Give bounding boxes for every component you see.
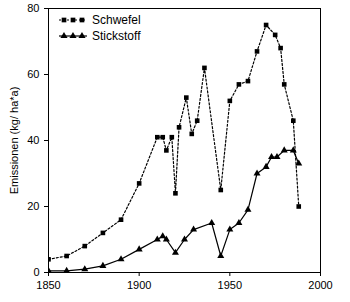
svg-text:40: 40: [27, 134, 39, 146]
html-text:Stickstoff: Stickstoff: [92, 29, 141, 43]
svg-text:80: 80: [27, 2, 39, 14]
svg-text:2000: 2000: [308, 279, 332, 291]
svg-text:Emissionen (kg/ ha*a): Emissionen (kg/ ha*a): [8, 87, 20, 195]
svg-text:0: 0: [33, 266, 39, 278]
svg-text:1950: 1950: [218, 279, 242, 291]
svg-text:20: 20: [27, 200, 39, 212]
svg-text:1900: 1900: [127, 279, 151, 291]
svg-text:1850: 1850: [36, 279, 60, 291]
html-text:Schwefel: Schwefel: [92, 13, 141, 27]
svg-text:60: 60: [27, 68, 39, 80]
